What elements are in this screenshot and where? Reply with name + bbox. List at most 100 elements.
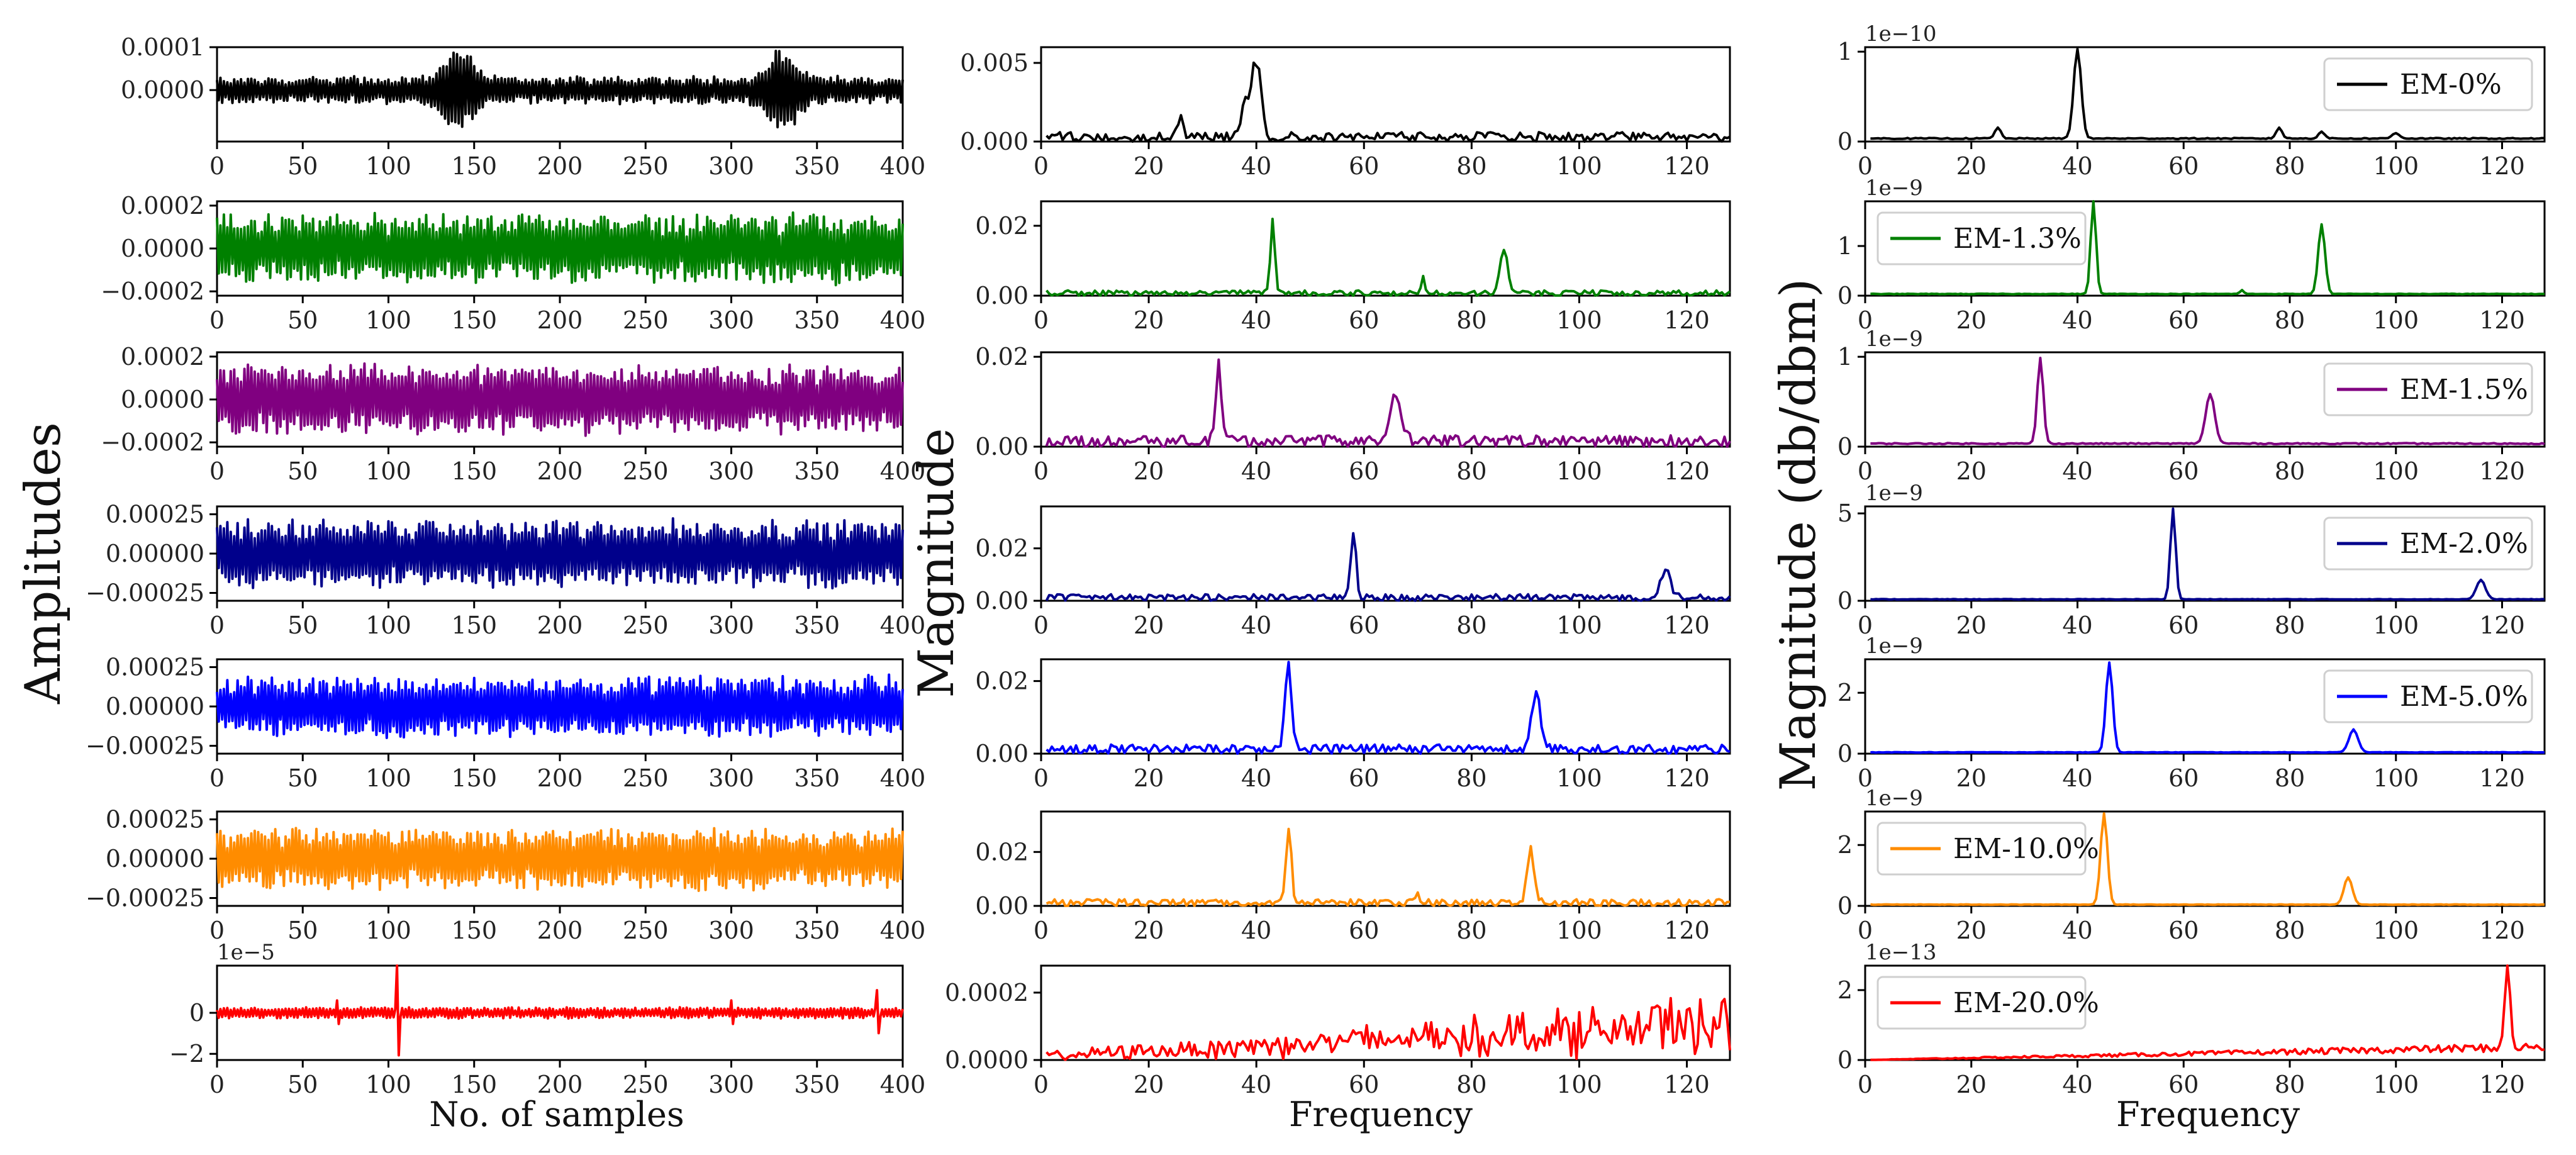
spectrum-row4-ytick-label: 0.00: [975, 587, 1029, 615]
smoothed-spectrum-row5-xtick-label: 0: [1858, 764, 1873, 792]
legends: EM-0% EM-1.3% EM-1.5% EM-2.0% EM-5.0% EM-10.0…: [1876, 57, 2533, 1030]
time-domain-row5-xtick-label: 300: [708, 764, 754, 792]
time-domain-row3-xtick-label: 50: [287, 457, 318, 485]
spectrum-row2-ytick-label: 0.00: [975, 282, 1029, 310]
smoothed-spectrum-row1-offset-label: 1e−10: [1865, 21, 1937, 47]
time-domain-row4-xtick-label: 400: [880, 611, 926, 639]
time-domain-row7-xtick-label: 300: [708, 1071, 754, 1098]
spectrum-row3-xtick-label: 0: [1034, 457, 1049, 485]
smoothed-spectrum-row7-legend-box: [1876, 976, 2087, 1030]
smoothed-spectrum-row5-ytick-label: 2: [1837, 679, 1853, 706]
time-domain-row4-ytick-label: −0.00025: [86, 579, 204, 607]
smoothed-spectrum-row1-xtick-label: 100: [2373, 152, 2419, 180]
time-domain-row1-ytick-label: 0.0001: [121, 33, 204, 61]
spectrum-row5-xtick-label: 80: [1456, 764, 1486, 792]
time-domain-row3-ytick-label: −0.0002: [101, 428, 204, 456]
spectrum-row4-xtick-label: 100: [1556, 611, 1602, 639]
smoothed-spectrum-row1-xtick-label: 120: [2479, 152, 2525, 180]
smoothed-spectrum-row4-xtick-label: 60: [2168, 611, 2199, 639]
smoothed-spectrum-row1-xtick-label: 0: [1858, 152, 1873, 180]
spectrum-row6-xtick-label: 20: [1134, 917, 1164, 944]
time-domain-row3-ytick-label: 0.0000: [121, 386, 204, 413]
time-domain-row5-series-line: [216, 673, 904, 739]
spectrum-row6-xtick-label: 120: [1664, 917, 1710, 944]
time-domain-row3-xtick-label: 350: [794, 457, 840, 485]
spectrum-row5-xtick-label: 20: [1134, 764, 1164, 792]
smoothed-spectrum-row2-xtick-label: 0: [1858, 306, 1873, 334]
smoothed-spectrum-row3-xtick-label: 80: [2275, 457, 2305, 485]
spectrum-row2-xtick-label: 60: [1349, 306, 1379, 334]
time-domain-row6-ytick-label: 0.00025: [106, 806, 204, 834]
spectrum-row7-ytick-label: 0.0002: [945, 979, 1029, 1007]
time-domain-row6-ytick-label: 0.00000: [106, 845, 204, 873]
spectrum-row5-frame: [1040, 658, 1731, 755]
smoothed-spectrum-row5-xtick-label: 100: [2373, 764, 2419, 792]
smoothed-spectrum-row1-frame: [1864, 46, 2546, 143]
smoothed-spectrum-row3-legend-label: EM-1.5%: [2400, 374, 2528, 406]
time-domain-row5-xtick-label: 50: [287, 764, 318, 792]
time-domain-row5-ytick-label: 0.00000: [106, 693, 204, 720]
smoothed-spectrum-row5-xtick-label: 60: [2168, 764, 2199, 792]
smoothed-spectrum-row3-ytick-label: 0: [1837, 433, 1853, 460]
smoothed-spectrum-row5-ytick-label: 0: [1837, 740, 1853, 767]
smoothed-spectrum-row2-xtick-label: 40: [2062, 306, 2092, 334]
time-domain-row1-xtick-label: 150: [451, 152, 497, 180]
smoothed-spectrum-row4-series-line: [1870, 507, 2545, 601]
smoothed-spectrum-row3-xtick-label: 100: [2373, 457, 2419, 485]
smoothed-spectrum-row7-legend-label: EM-20.0%: [1953, 987, 2099, 1019]
smoothed-spectrum-row6-series-line: [1870, 812, 2545, 907]
smoothed-spectrum-row5-legend-label: EM-5.0%: [2400, 681, 2528, 713]
smoothed-spectrum-row2-xtick-label: 20: [1956, 306, 1987, 334]
smoothed-spectrum-row2-frame: [1864, 200, 2546, 297]
series-lines: [216, 48, 2545, 1061]
smoothed-spectrum-row3-xtick-label: 40: [2062, 457, 2092, 485]
spectrum-row3-frame: [1040, 351, 1731, 448]
time-domain-row3-xtick-label: 150: [451, 457, 497, 485]
time-domain-row1-xtick-label: 350: [794, 152, 840, 180]
time-domain-row5-xtick-label: 400: [880, 764, 926, 792]
smoothed-spectrum-row4-xtick-label: 100: [2373, 611, 2419, 639]
spectrum-row5-series-line: [1045, 661, 1731, 755]
time-domain-row4-series-line: [216, 517, 904, 589]
time-domain-row5-ytick-label: −0.00025: [86, 732, 204, 760]
time-domain-row4-ytick-label: 0.00000: [106, 540, 204, 567]
smoothed-spectrum-row7-xtick-label: 100: [2373, 1071, 2419, 1098]
smoothed-spectrum-row7-xtick-label: 80: [2275, 1071, 2305, 1098]
smoothed-spectrum-row4-ytick-label: 0: [1837, 587, 1853, 615]
smoothed-spectrum-row2-xtick-label: 80: [2275, 306, 2305, 334]
time-domain-row4-xtick-label: 300: [708, 611, 754, 639]
smoothed-spectrum-row4-xtick-label: 80: [2275, 611, 2305, 639]
smoothed-spectrum-row5-xtick-label: 20: [1956, 764, 1987, 792]
right-y-label: Magnitude (db/dbm): [1770, 279, 1827, 791]
time-domain-row4-xtick-label: 350: [794, 611, 840, 639]
spectrum-row1-xtick-label: 120: [1664, 152, 1710, 180]
smoothed-spectrum-row7-xtick-label: 60: [2168, 1071, 2199, 1098]
spectrum-row3-xtick-label: 20: [1134, 457, 1164, 485]
smoothed-spectrum-row7-frame: [1864, 964, 2546, 1061]
mid-y-label: Magnitude: [908, 428, 965, 698]
mid-x-label: Frequency: [1289, 1095, 1473, 1134]
spectrum-row5-xtick-label: 60: [1349, 764, 1379, 792]
time-domain-row7-xtick-label: 350: [794, 1071, 840, 1098]
spectrum-row7-xtick-label: 0: [1034, 1071, 1049, 1098]
spectrum-row6-xtick-label: 80: [1456, 917, 1486, 944]
time-domain-row2-ytick-label: 0.0000: [121, 235, 204, 262]
time-domain-row2-xtick-label: 200: [537, 306, 583, 334]
time-domain-row2-xtick-label: 300: [708, 306, 754, 334]
smoothed-spectrum-row5-xtick-label: 80: [2275, 764, 2305, 792]
time-domain-row3-ytick-label: 0.0002: [121, 343, 204, 371]
smoothed-spectrum-row5-frame: [1864, 658, 2546, 755]
time-domain-row6-xtick-label: 0: [209, 917, 225, 944]
time-domain-row3-xtick-label: 0: [209, 457, 225, 485]
spectrum-row7-xtick-label: 100: [1556, 1071, 1602, 1098]
spectrum-row6-ytick-label: 0.02: [975, 838, 1029, 866]
smoothed-spectrum-row4-xtick-label: 120: [2479, 611, 2525, 639]
smoothed-spectrum-row6-xtick-label: 0: [1858, 917, 1873, 944]
time-domain-row2-xtick-label: 400: [880, 306, 926, 334]
smoothed-spectrum-row3-xtick-label: 0: [1858, 457, 1873, 485]
smoothed-spectrum-row3-xtick-label: 120: [2479, 457, 2525, 485]
time-domain-row1-ytick-label: 0.0000: [121, 76, 204, 104]
time-domain-row4-xtick-label: 200: [537, 611, 583, 639]
time-domain-row3-xtick-label: 400: [880, 457, 926, 485]
